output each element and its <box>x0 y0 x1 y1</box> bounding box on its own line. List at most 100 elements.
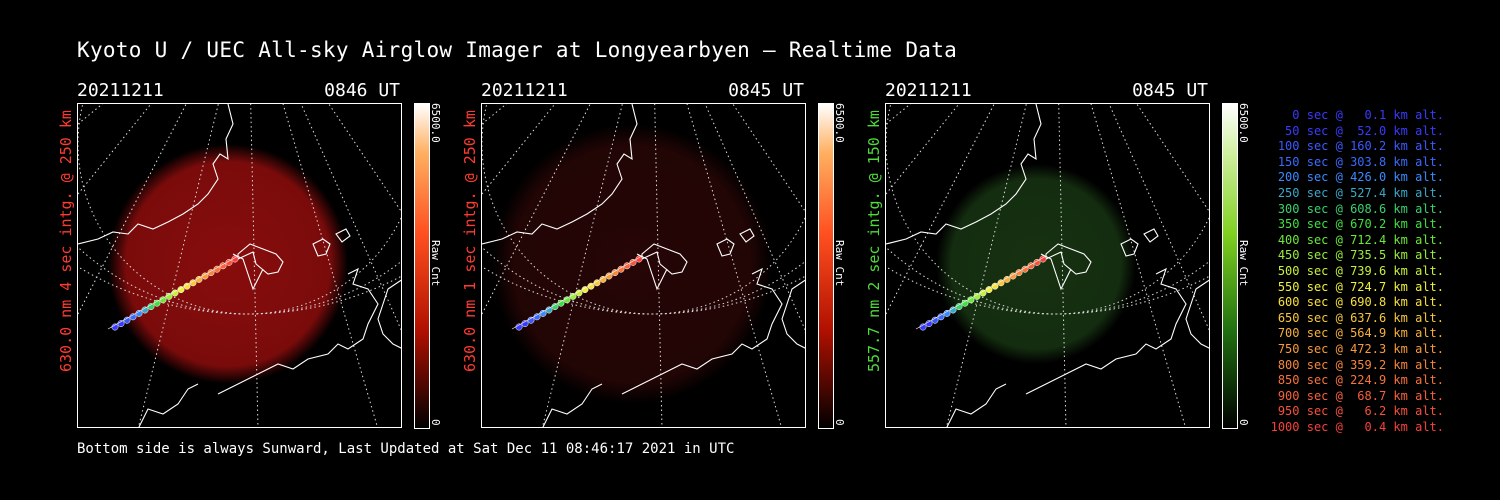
legend-row: 150 sec @ 303.8 km alt. <box>1277 154 1444 169</box>
meridian-line <box>78 104 152 195</box>
panel-2-cbar-max: 6500.0 <box>833 103 846 143</box>
trajectory-point <box>943 309 951 317</box>
coastline <box>377 279 401 349</box>
panel-1-side-label: 630.0 nm 4 sec intg. @ 250 km <box>57 110 75 372</box>
panel-3-side-label: 557.7 nm 2 sec intg. @ 150 km <box>865 110 883 372</box>
legend-row: 50 sec @ 52.0 km alt. <box>1285 123 1444 138</box>
trajectory-point <box>123 316 131 324</box>
coastline <box>621 267 783 395</box>
panel-2-side-label: 630.0 nm 1 sec intg. @ 250 km <box>461 110 479 372</box>
panel-1-date: 20211211 <box>77 80 164 101</box>
panel-3-image <box>885 103 1210 428</box>
coastline <box>78 104 234 245</box>
panel-1-image <box>77 103 402 428</box>
panel-1-time: 0846 UT <box>324 80 400 101</box>
trajectory-point <box>539 309 547 317</box>
coastline <box>542 383 603 427</box>
meridian-line <box>886 104 960 195</box>
trajectory-point <box>527 316 535 324</box>
trajectory-line <box>915 255 1047 330</box>
legend-row: 600 sec @ 690.8 km alt. <box>1277 295 1444 310</box>
legend-row: 650 sec @ 637.6 km alt. <box>1277 310 1444 325</box>
panel-1-colorbar <box>414 103 430 429</box>
meridian-line <box>686 104 782 427</box>
trajectory-point <box>225 258 233 266</box>
trajectory-point <box>569 292 577 300</box>
coastline <box>237 243 284 275</box>
legend-row: 250 sec @ 527.4 km alt. <box>1277 185 1444 200</box>
coastline <box>636 253 668 291</box>
legend-row: 1000 sec @ 0.4 km alt. <box>1270 419 1444 434</box>
panel-2-cbar-unit: Raw Cnt <box>833 240 846 287</box>
coastline <box>781 279 805 349</box>
coastline <box>1120 238 1139 257</box>
trajectory-point <box>557 299 565 307</box>
panel-1-cbar-min: 0 <box>429 419 442 426</box>
coastline <box>1045 243 1092 275</box>
meridian-line <box>482 104 508 125</box>
meridian-line <box>1090 104 1186 427</box>
legend-row: 0 sec @ 0.1 km alt. <box>1292 108 1444 122</box>
legend-row: 350 sec @ 670.2 km alt. <box>1277 217 1444 232</box>
panel-3-cbar-min: 0 <box>1237 419 1250 426</box>
meridian-line <box>1136 104 1209 212</box>
legend-row: 900 sec @ 68.7 km alt. <box>1277 388 1444 403</box>
trajectory-point <box>979 289 987 297</box>
trajectory-point <box>207 269 215 277</box>
panel-2-image <box>481 103 806 428</box>
legend-row: 200 sec @ 426.0 km alt. <box>1277 170 1444 185</box>
panel-1-cbar-max: 6500.0 <box>429 103 442 143</box>
trajectory-point <box>563 296 571 304</box>
trajectory-point <box>937 313 945 321</box>
legend-row: 500 sec @ 739.6 km alt. <box>1277 263 1444 278</box>
page-title: Kyoto U / UEC All-sky Airglow Imager at … <box>77 38 958 62</box>
trajectory-point <box>949 306 957 314</box>
trajectory-point <box>1021 265 1029 273</box>
coastline <box>886 104 1042 245</box>
panel-3-date: 20211211 <box>885 80 972 101</box>
panel-2-colorbar <box>818 103 834 429</box>
trajectory-point <box>1015 269 1023 277</box>
legend-row: 700 sec @ 564.9 km alt. <box>1277 326 1444 341</box>
panel-2-date: 20211211 <box>481 80 568 101</box>
meridian-line <box>704 104 805 331</box>
panel-1-cbar-unit: Raw Cnt <box>429 240 442 287</box>
coastline <box>482 104 638 245</box>
trajectory-point <box>635 255 643 263</box>
legend-row: 100 sec @ 160.2 km alt. <box>1277 139 1444 154</box>
trajectory-point <box>171 289 179 297</box>
coastline <box>1185 279 1209 349</box>
trajectory-point <box>165 292 173 300</box>
trajectory-point <box>1033 258 1041 266</box>
legend-row: 550 sec @ 724.7 km alt. <box>1277 279 1444 294</box>
legend-row: 800 sec @ 359.2 km alt. <box>1277 357 1444 372</box>
coastline <box>217 267 379 395</box>
panel-3-cbar-max: 6500.0 <box>1237 103 1250 143</box>
trajectory-point <box>1039 255 1047 263</box>
legend-row: 450 sec @ 735.5 km alt. <box>1277 248 1444 263</box>
trajectory-point <box>931 316 939 324</box>
meridian-line <box>78 104 104 125</box>
meridian-line <box>482 104 591 315</box>
latitude-circle <box>886 104 1209 315</box>
meridian-line <box>886 104 995 315</box>
trajectory-point <box>213 265 221 273</box>
meridian-line <box>732 104 805 212</box>
coastline <box>641 243 688 275</box>
legend-row: 750 sec @ 472.3 km alt. <box>1277 341 1444 356</box>
legend-row: 300 sec @ 608.6 km alt. <box>1277 201 1444 216</box>
coastline <box>946 383 1007 427</box>
trajectory-point <box>129 313 137 321</box>
meridian-line <box>1108 104 1209 331</box>
latitude-circle <box>482 104 805 315</box>
latitude-circle <box>78 104 401 315</box>
coastline <box>232 253 264 291</box>
coastline <box>716 238 735 257</box>
trajectory-point <box>611 269 619 277</box>
trajectory-point <box>147 303 155 311</box>
coastline <box>1143 228 1159 243</box>
legend-row: 850 sec @ 224.9 km alt. <box>1277 373 1444 388</box>
trajectory-point <box>973 292 981 300</box>
trajectory-point <box>955 303 963 311</box>
trajectory-point <box>575 289 583 297</box>
